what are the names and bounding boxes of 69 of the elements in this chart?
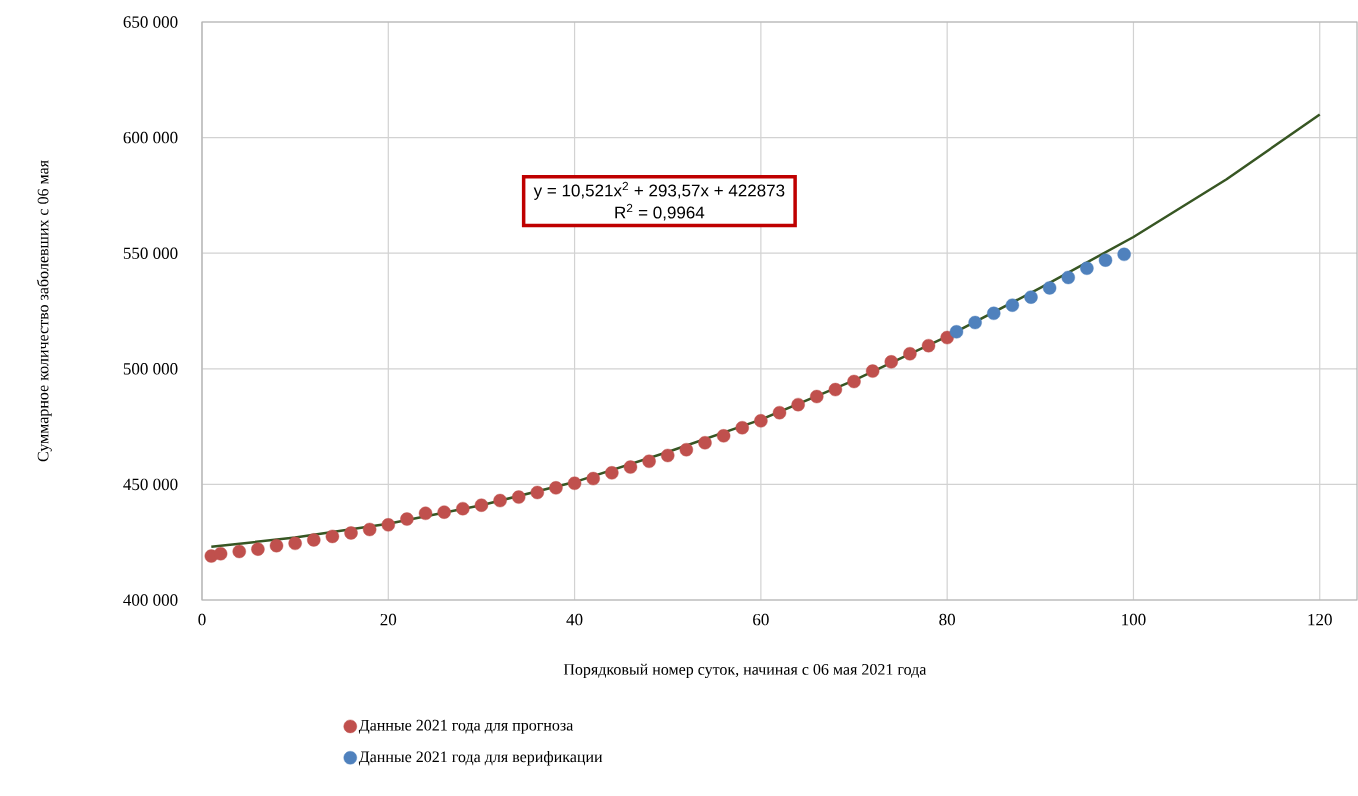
point: [810, 389, 824, 404]
point: [400, 512, 414, 526]
point: [567, 476, 582, 490]
line-series: [210, 113, 1321, 549]
point: [549, 481, 563, 495]
point: [437, 505, 451, 519]
legend-label: Данные 2021 года для верификации: [358, 750, 603, 766]
point: [1098, 253, 1113, 267]
point: [884, 355, 898, 369]
point: [1080, 261, 1094, 275]
point: [1042, 281, 1057, 295]
point: [698, 436, 712, 450]
point: [344, 526, 358, 540]
x-tick-label: 60: [753, 613, 769, 626]
point: [623, 460, 638, 474]
point: [772, 406, 787, 420]
point: [735, 421, 749, 435]
point: [847, 374, 861, 389]
annotation: y = 10,521x$^{2}$ + 293,57x + 422873: [533, 181, 785, 200]
point: [530, 485, 545, 500]
y-tick-label: 550 000: [123, 247, 178, 259]
x-tick-label: 0: [198, 613, 206, 626]
y-tick-label: 400 000: [123, 594, 178, 606]
point: [456, 501, 470, 516]
point: [1061, 270, 1075, 285]
y-tick-label: 500 000: [123, 363, 178, 375]
x-tick-label: 20: [380, 613, 397, 626]
point: [968, 315, 982, 330]
point: [949, 325, 964, 339]
point: [679, 443, 694, 457]
point: [605, 466, 619, 480]
point: [474, 498, 489, 512]
x-axis-title: Порядковый номер суток, начиная с 06 мая 2021 года: [563, 663, 927, 679]
point: [1005, 298, 1020, 312]
point: [865, 364, 880, 378]
point: [232, 544, 246, 559]
point: [362, 522, 377, 537]
point: [213, 547, 228, 561]
point: [1024, 290, 1038, 304]
point: [921, 338, 936, 353]
x-tick-label: 100: [1122, 613, 1146, 626]
point: [661, 448, 675, 463]
point: [828, 382, 843, 397]
point: [1117, 247, 1131, 262]
point: [586, 471, 600, 486]
point: [381, 518, 395, 532]
point: [288, 536, 302, 551]
point: [642, 454, 656, 468]
point: [493, 493, 507, 508]
y-axis-title: Суммарное количество заболевших с 06 мая: [36, 160, 52, 462]
point: [307, 533, 321, 547]
point: [251, 542, 265, 556]
y-tick-label: 600 000: [123, 131, 178, 144]
y-tick-label: 650 000: [123, 16, 178, 28]
point: [716, 429, 731, 443]
annotation: R$^{2}$ = 0,9964: [615, 203, 705, 221]
point: [512, 490, 526, 504]
y-tick-label: 450 000: [123, 478, 178, 491]
point: [791, 397, 805, 412]
point: [754, 414, 768, 428]
point: [903, 347, 917, 361]
x-tick-label: 120: [1308, 613, 1332, 626]
point: [269, 538, 284, 553]
point: [325, 529, 340, 544]
point: [987, 306, 1001, 321]
point: [418, 506, 433, 520]
x-tick-label: 80: [939, 613, 956, 626]
x-tick-label: 40: [566, 613, 583, 626]
legend-label: Данные 2021 года для прогноза: [358, 719, 574, 734]
